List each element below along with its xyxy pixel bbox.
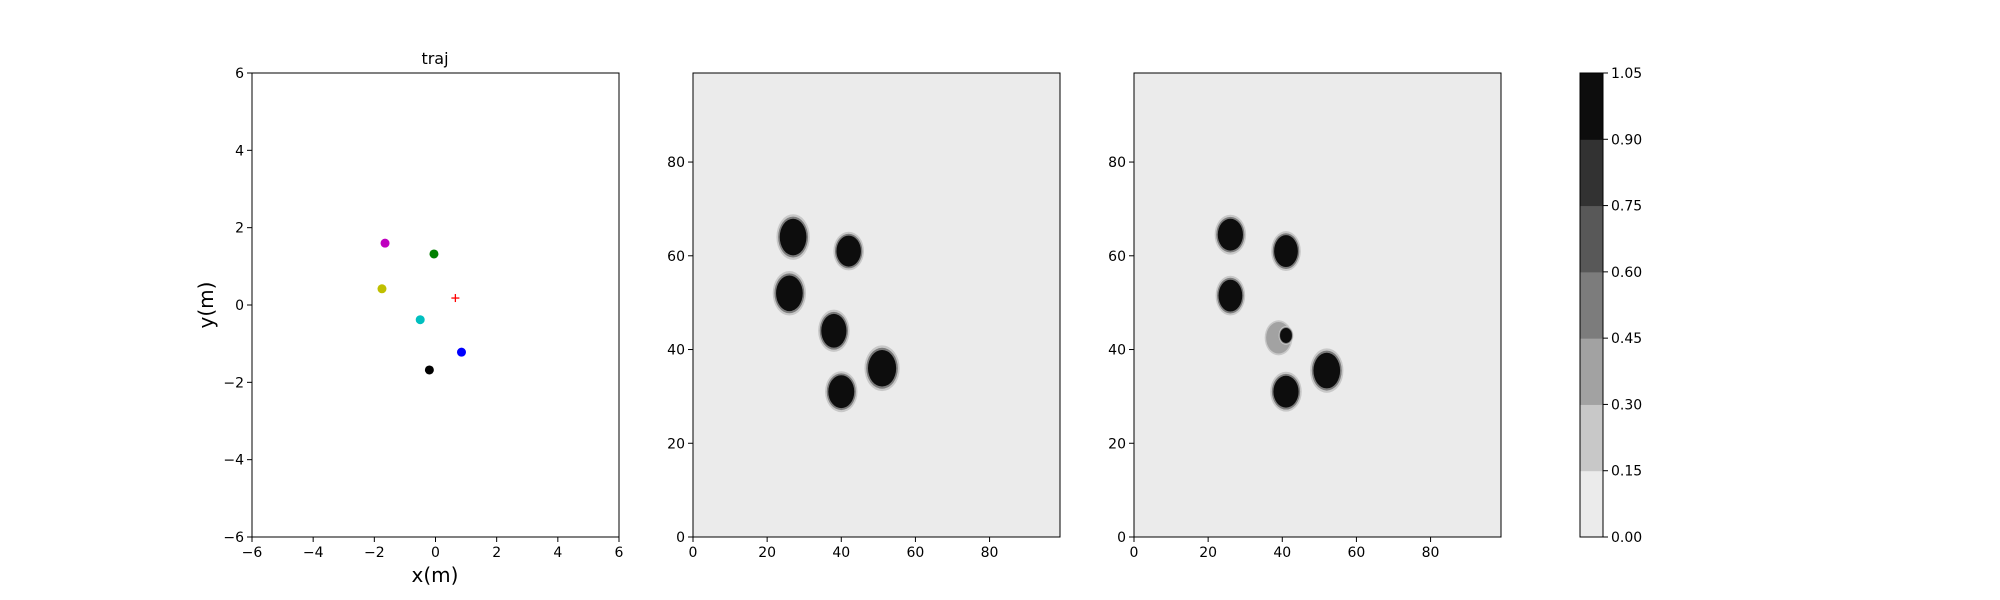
trajectory-title: traj [421,49,448,68]
heatmap-2-blob [1278,326,1294,345]
heatmap-1-x-tick-label: 0 [689,545,698,561]
colorbar-band [1580,338,1603,405]
trajectory-y-tick-label: 4 [235,143,244,159]
target-plus-marker [451,294,460,303]
heatmap-2-blob [1214,214,1247,255]
trajectory-x-tick-label: −2 [364,545,385,561]
heatmap-panel-2: 0 20 40 60 80 0 20 40 60 80 [1108,72,1502,561]
heatmap-panel-1: 0 20 40 60 80 0 20 40 60 80 [667,72,1061,561]
colorbar-tick-label: 0.15 [1611,464,1642,480]
heatmap-2-x-tick-label: 40 [1273,545,1291,561]
heatmap-2-y-tick-label: 0 [1117,530,1126,546]
colorbar-tick-label: 0.45 [1611,331,1642,347]
heatmap-2-x-ticks: 0 20 40 60 80 [1130,537,1440,561]
heatmap-1-blob [772,271,807,316]
heatmap-1-blob [818,309,850,352]
colorbar-band [1580,470,1603,538]
colorbar-tick-label: 0.60 [1611,265,1642,281]
colorbar-band [1580,271,1603,339]
trajectory-plot-frame [251,72,620,538]
heatmap-2-x-tick-label: 80 [1422,545,1440,561]
heatmap-1-y-tick-label: 40 [667,343,685,359]
heatmap-1-blob [825,371,858,413]
trajectory-x-tick-label: −6 [242,545,263,561]
heatmap-1-blob [864,345,900,392]
colorbar-band [1580,73,1603,140]
heatmap-2-blob [1270,371,1302,412]
heatmap-2-frame [1133,72,1502,538]
trajectory-y-tick-label: 0 [235,298,244,314]
x-axis-label: x(m) [412,563,459,587]
colorbar: 0.00 0.15 0.30 0.45 0.60 0.75 0.90 1.05 [1579,66,1642,546]
heatmap-2-y-tick-label: 40 [1108,343,1126,359]
scatter-point [377,284,387,294]
colorbar-band [1580,404,1603,472]
heatmap-1-x-tick-label: 20 [758,545,776,561]
trajectory-y-tick-label: −2 [223,375,244,391]
trajectory-x-tick-label: 4 [553,545,562,561]
heatmap-2-y-tick-label: 20 [1108,436,1126,452]
heatmap-2-x-tick-label: 0 [1130,545,1139,561]
trajectory-x-tick-label: 2 [492,545,501,561]
heatmap-1-blob [833,231,864,271]
colorbar-tick-label: 0.90 [1611,132,1642,148]
trajectory-panel: traj −6 −4 −2 0 2 4 6 −6 −4 −2 0 2 4 6 x(m) y(m) [194,49,624,587]
colorbar-bands [1580,73,1603,538]
heatmap-1-background [693,73,1060,537]
heatmap-1-blobs [772,214,900,413]
scatter-point [424,365,434,375]
heatmap-2-blob [1271,231,1301,272]
heatmap-2-blob [1215,275,1246,316]
heatmap-1-y-tick-label: 60 [667,249,685,265]
heatmap-2-y-tick-label: 80 [1108,155,1126,171]
trajectory-x-tick-label: −4 [303,545,324,561]
heatmap-1-y-ticks: 0 20 40 60 80 [667,155,693,546]
heatmap-1-y-tick-label: 0 [676,530,685,546]
heatmap-2-y-ticks: 0 20 40 60 80 [1108,155,1134,546]
colorbar-tick-label: 0.00 [1611,530,1642,546]
colorbar-frame [1579,72,1604,538]
y-axis-label: y(m) [194,282,218,329]
scatter-point [456,347,466,357]
scatter-point [429,249,439,259]
scatter-point [415,315,425,325]
heatmap-2-y-tick-label: 60 [1108,249,1126,265]
heatmap-2-blob [1310,348,1344,393]
heatmap-2-blobs [1214,214,1344,412]
trajectory-y-tick-label: −6 [223,530,244,546]
colorbar-tick-label: 1.05 [1611,66,1642,82]
colorbar-ticks: 0.00 0.15 0.30 0.45 0.60 0.75 0.90 1.05 [1603,66,1642,546]
heatmap-2-x-tick-label: 60 [1348,545,1366,561]
heatmap-1-x-tick-label: 40 [832,545,850,561]
colorbar-tick-label: 0.75 [1611,199,1642,215]
colorbar-tick-label: 0.30 [1611,397,1642,413]
trajectory-y-ticks: −6 −4 −2 0 2 4 6 [223,66,252,546]
heatmap-1-x-tick-label: 80 [981,545,999,561]
trajectory-y-tick-label: 2 [235,221,244,237]
trajectory-points [377,238,466,375]
trajectory-y-tick-label: −4 [223,453,244,469]
heatmap-1-blob [776,214,810,260]
trajectory-x-tick-label: 0 [431,545,440,561]
colorbar-band [1580,205,1603,273]
scatter-point [380,238,390,248]
heatmap-2-x-tick-label: 20 [1199,545,1217,561]
heatmap-1-x-tick-label: 60 [907,545,925,561]
heatmap-1-x-ticks: 0 20 40 60 80 [689,537,999,561]
trajectory-y-tick-label: 6 [235,66,244,82]
colorbar-band [1580,139,1603,207]
trajectory-x-ticks: −6 −4 −2 0 2 4 6 [242,537,624,561]
heatmap-1-y-tick-label: 20 [667,436,685,452]
heatmap-2-background [1134,73,1501,537]
trajectory-x-tick-label: 6 [615,545,624,561]
heatmap-1-y-tick-label: 80 [667,155,685,171]
heatmap-1-frame [692,72,1061,538]
